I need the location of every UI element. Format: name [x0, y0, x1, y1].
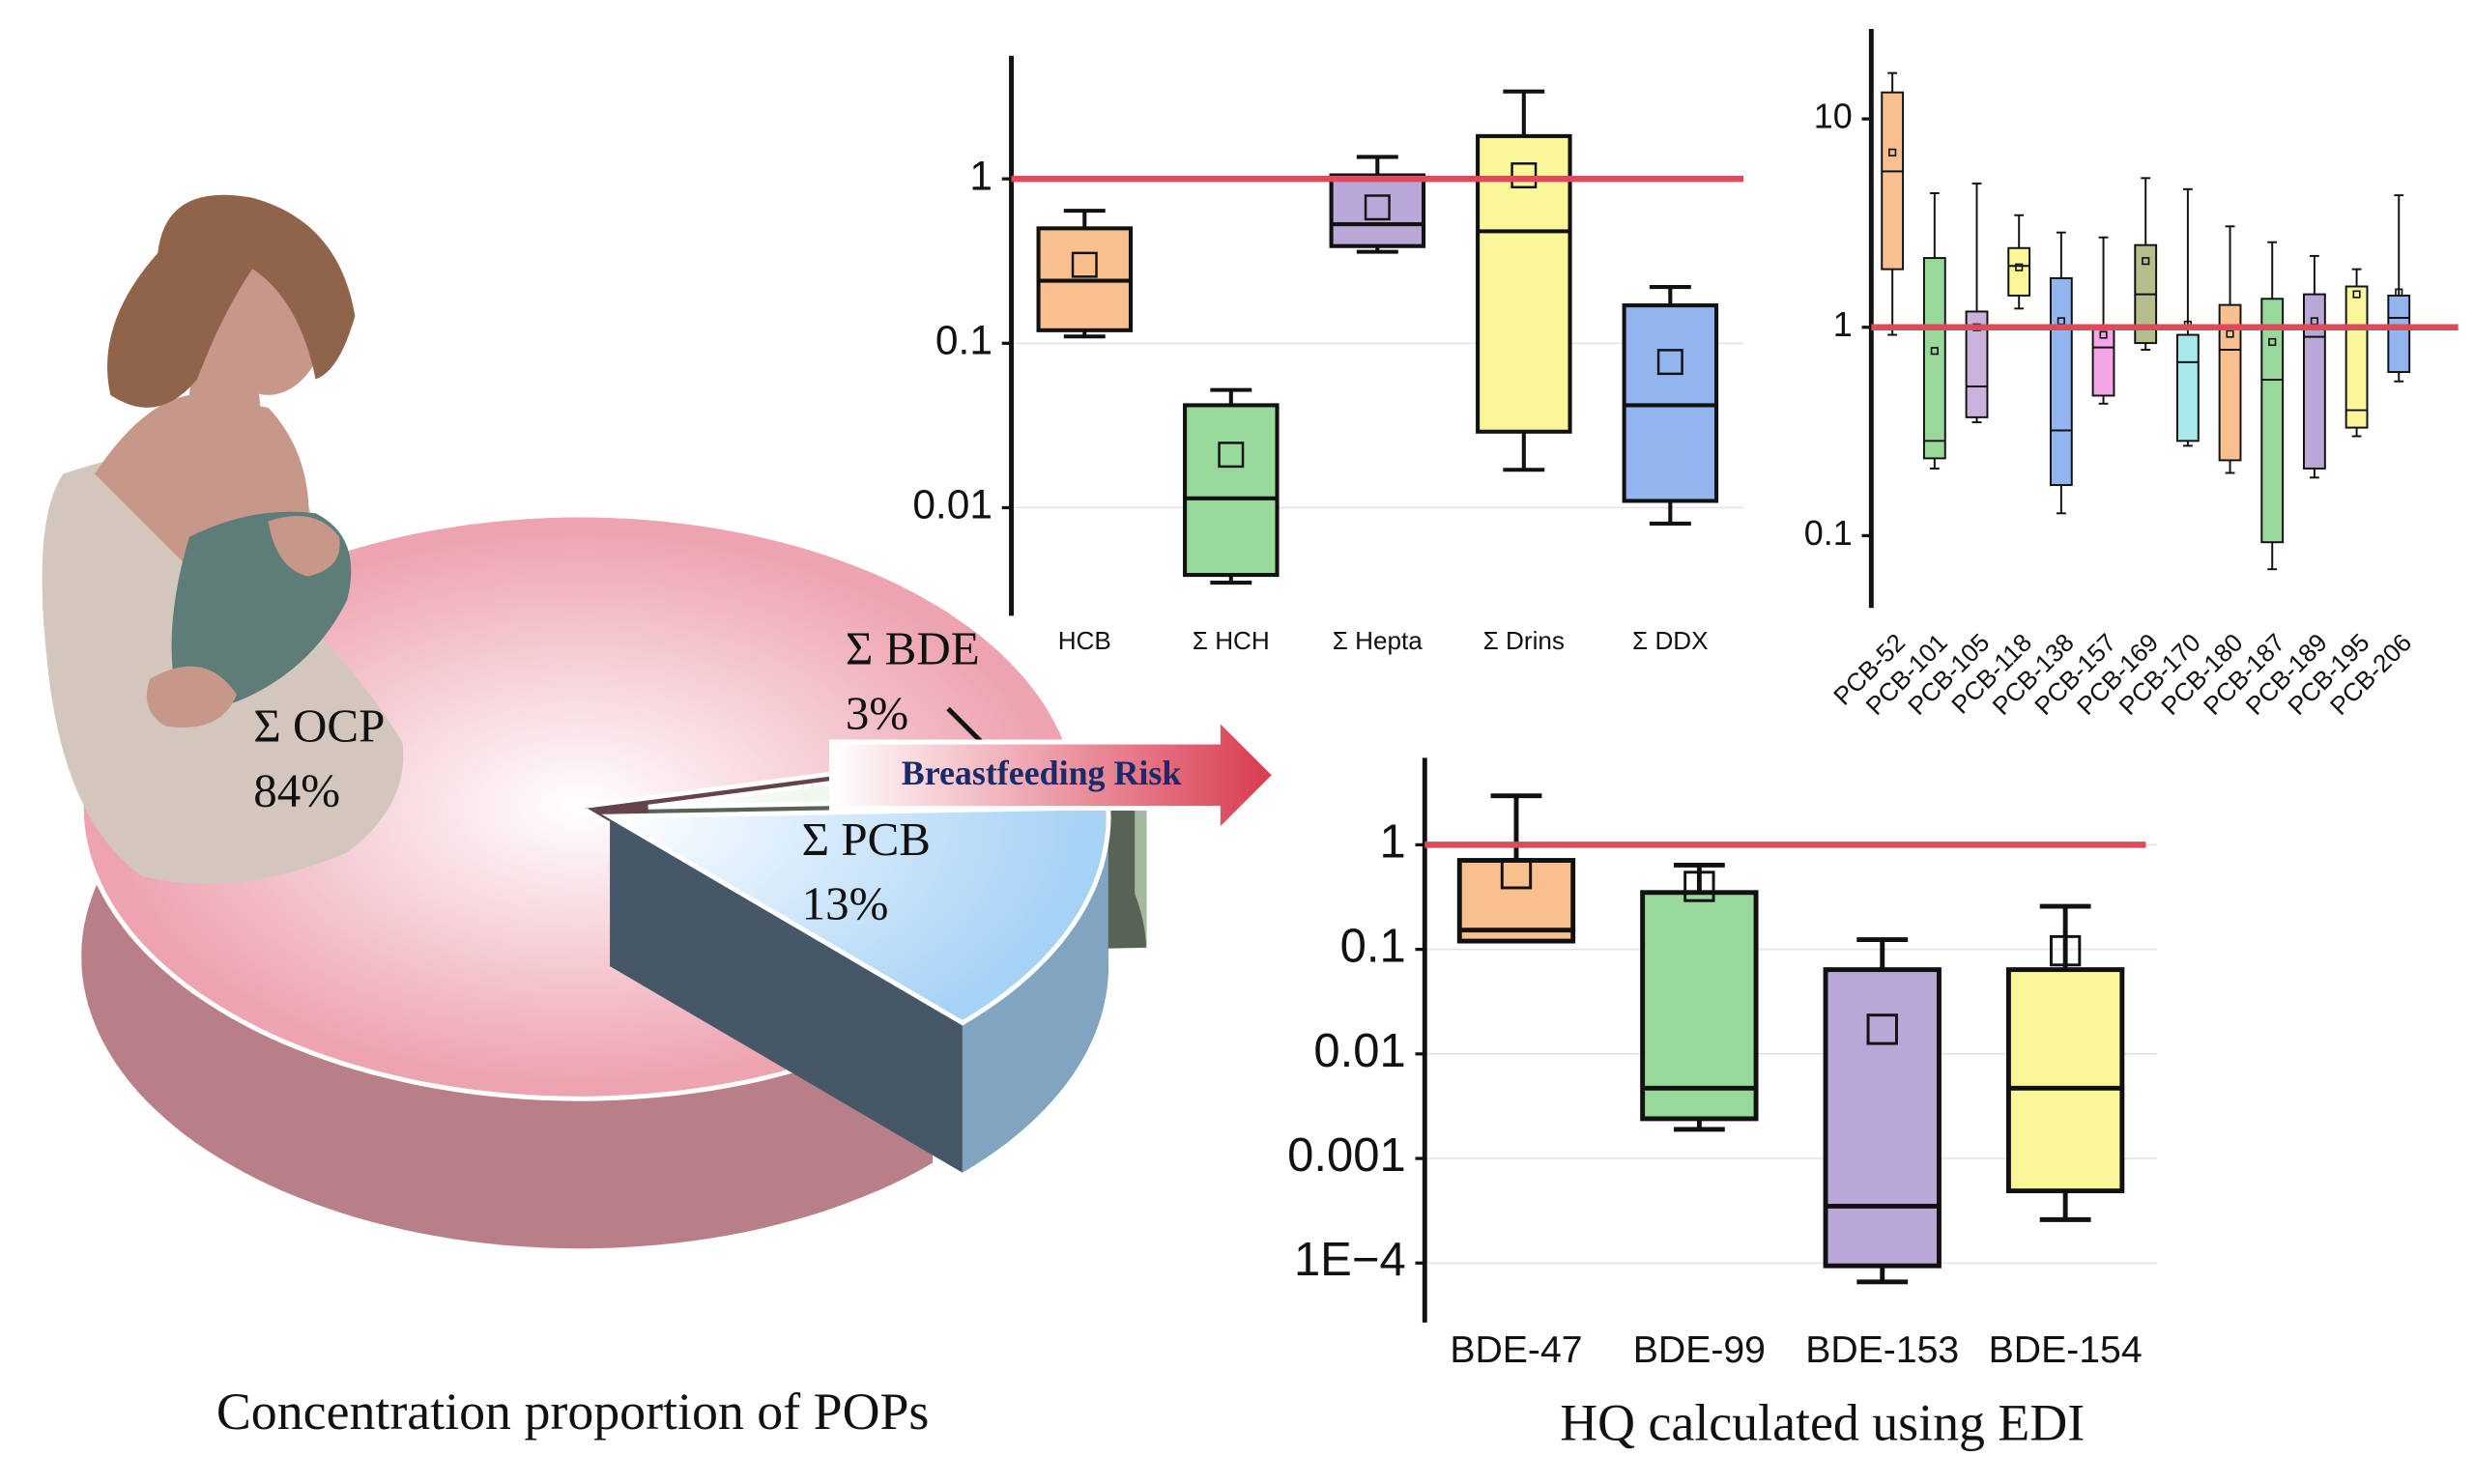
x-tick-label: Σ Hepta: [1333, 626, 1424, 655]
x-tick-label: Σ DDX: [1632, 626, 1709, 655]
labels: Σ OCP 84% Σ BDE 3% Σ PCB 13% Concentration pro…: [216, 622, 1014, 1441]
mean-marker: [2226, 329, 2234, 338]
chart-title: Concentration proportion of POPs: [216, 1383, 930, 1441]
box: [1965, 310, 1989, 418]
y-tick-label: 1: [969, 153, 992, 198]
mean-marker: [2015, 263, 2024, 271]
slice-label: Σ OCP: [253, 699, 385, 752]
box: [2218, 303, 2242, 462]
x-tick-label: Σ Drins: [1483, 626, 1565, 655]
box-chart: 0.01 0.1 1 HCB Σ HCH Σ Hepta Σ Drins Σ DDX: [912, 55, 1744, 655]
mean-marker: [1683, 870, 1715, 902]
y-tick-label: 0.1: [935, 318, 992, 363]
x-tick-label: BDE-99: [1633, 1329, 1766, 1371]
box: [1476, 133, 1572, 434]
risk-arrow: Breastfeeding Risk: [828, 712, 1279, 838]
mean-marker: [2268, 337, 2277, 347]
box: [1823, 967, 1942, 1269]
y-tick-label: 0.01: [912, 482, 992, 528]
x-tick-label: BDE-154: [1989, 1329, 2143, 1371]
mean-marker: [1071, 251, 1098, 278]
pie-slice: [601, 805, 1111, 1026]
mean-marker: [1930, 347, 1939, 356]
box-chart: 1E−4 0.001 0.01 0.1 1 BDE-47 BDE-99 BDE-153 BDE-…: [1287, 757, 2157, 1452]
box: [2387, 294, 2411, 374]
slice-label: Σ PCB: [802, 813, 931, 866]
slice-value-label: 3%: [846, 686, 908, 739]
box: [2091, 328, 2115, 397]
box: [1881, 91, 1905, 271]
x-tick-label: HCB: [1058, 626, 1111, 655]
box: [2005, 967, 2125, 1194]
box-chart: 0.1110PCB-52PCB-101PCB-105PCB-118PCB-138…: [1804, 29, 2459, 721]
mean-marker: [1866, 1013, 1898, 1045]
y-tick-label: 1: [1833, 304, 1853, 344]
y-tick-label: 0.1: [1340, 921, 1406, 973]
mean-marker: [2142, 257, 2150, 266]
y-tick-label: 1E−4: [1294, 1234, 1406, 1286]
pie-slice-wall: [610, 816, 963, 1173]
box: [1640, 890, 1759, 1122]
mean-marker: [2099, 330, 2108, 339]
slice-value-label: 13%: [802, 877, 889, 930]
mean-marker: [2395, 288, 2403, 297]
mean-marker: [1510, 162, 1538, 188]
y-tick-label: 1: [1379, 815, 1405, 868]
x-tick-label: Σ HCH: [1193, 626, 1270, 655]
box: [1183, 403, 1280, 578]
box: [1922, 257, 1946, 460]
mean-marker: [1500, 858, 1533, 890]
arrow-label: Breastfeeding Risk: [902, 754, 1182, 792]
box: [2049, 276, 2073, 486]
box: [2303, 293, 2326, 470]
pie-slice-side: [962, 807, 1109, 1173]
mean-marker: [1364, 194, 1391, 221]
y-tick-label: 0.01: [1313, 1025, 1405, 1077]
box: [2260, 298, 2285, 544]
mean-marker: [2352, 290, 2361, 299]
y-tick-label: 0.1: [1804, 513, 1853, 553]
mother-illustration: [42, 194, 404, 884]
mean-marker: [1218, 442, 1245, 469]
x-tick-label: BDE-153: [1805, 1329, 1959, 1371]
y-tick-label: 0.001: [1287, 1129, 1406, 1182]
box: [2175, 333, 2200, 442]
box: [2007, 246, 2031, 297]
slice-value-label: 84%: [253, 763, 340, 816]
mean-marker: [1656, 349, 1683, 376]
pie-slice-group: [601, 805, 1111, 1173]
mean-marker: [2049, 934, 2082, 967]
x-tick-label: BDE-47: [1450, 1329, 1582, 1371]
mean-marker: [1888, 148, 1897, 157]
box: [2345, 285, 2369, 429]
box: [1622, 303, 1719, 503]
y-tick-label: 10: [1814, 97, 1853, 136]
slice-label: Σ BDE: [846, 622, 980, 675]
box: [1329, 173, 1426, 248]
chart-title: HQ calculated using EDI: [1560, 1394, 2085, 1452]
